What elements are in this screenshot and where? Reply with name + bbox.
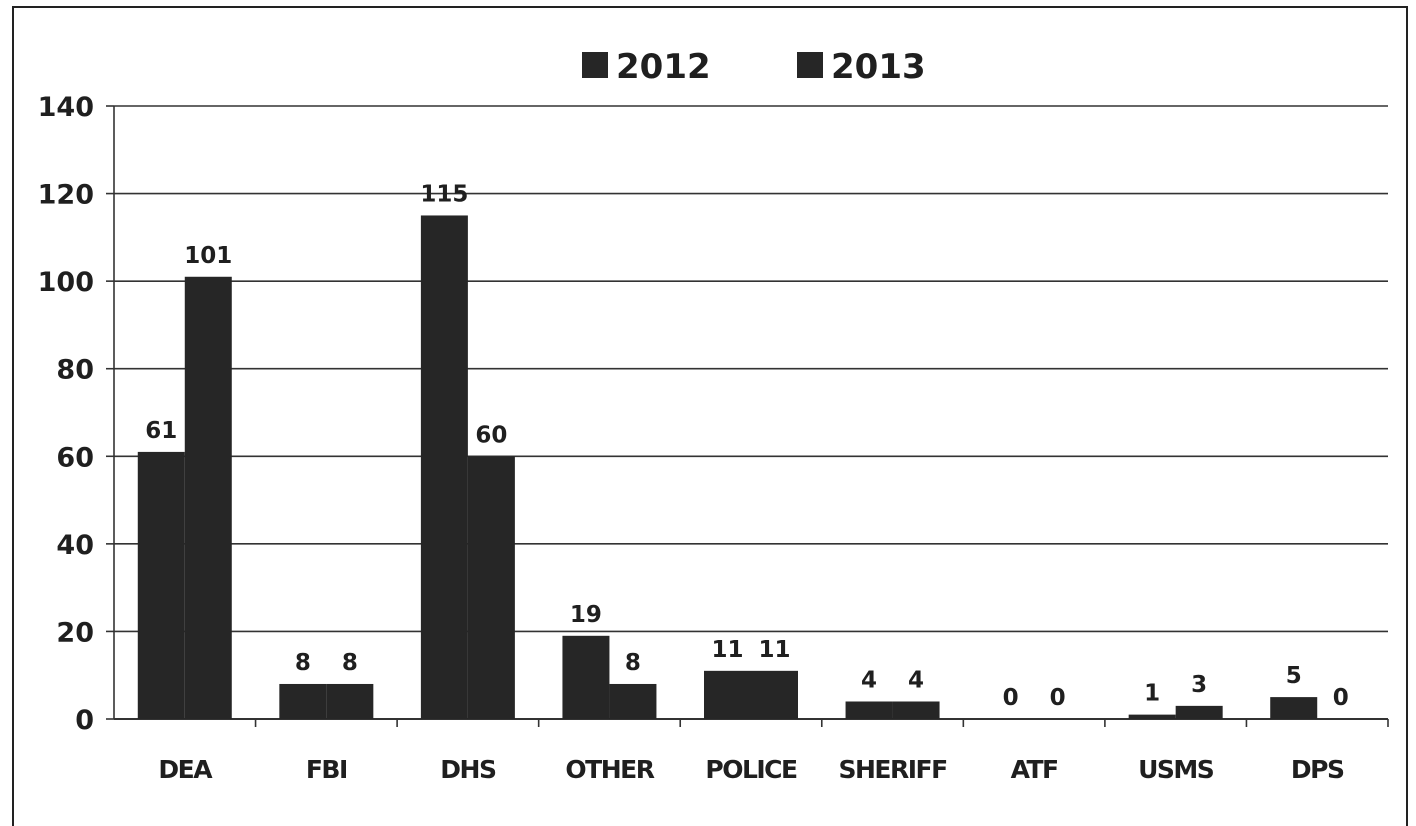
bar-police-2013 bbox=[751, 670, 798, 719]
category-label-dea: DEA bbox=[158, 755, 213, 784]
data-label-usms-2013: 3 bbox=[1191, 672, 1207, 698]
y-tick-label: 100 bbox=[38, 267, 94, 298]
y-tick-label: 0 bbox=[75, 705, 94, 736]
gridlines bbox=[106, 105, 1389, 727]
bar-other-2012 bbox=[562, 635, 610, 719]
y-tick-label: 80 bbox=[56, 355, 94, 386]
bar-sheriff-2012 bbox=[845, 701, 893, 719]
data-label-dps-2012: 5 bbox=[1286, 663, 1302, 689]
legend-label-2012: 2012 bbox=[616, 47, 711, 87]
legend: 2012 2013 bbox=[582, 47, 926, 87]
y-tick-label: 120 bbox=[38, 180, 94, 211]
data-labels: 61 101 8 8 115 60 19 8 11 11 4 4 0 0 1 3 5 0 bbox=[145, 181, 1348, 711]
data-label-other-2012: 19 bbox=[570, 602, 602, 628]
bar-dea-2012 bbox=[137, 451, 185, 719]
bar-police-2012 bbox=[704, 670, 751, 719]
category-label-other: OTHER bbox=[565, 755, 654, 784]
data-label-dea-2012: 61 bbox=[145, 418, 177, 444]
data-label-police-2012: 11 bbox=[711, 637, 743, 663]
data-label-dea-2013: 101 bbox=[184, 243, 232, 269]
data-label-sheriff-2012: 4 bbox=[861, 667, 877, 693]
bar-sheriff-2013 bbox=[892, 701, 940, 719]
bar-dea-2013 bbox=[184, 276, 232, 719]
category-label-fbi: FBI bbox=[306, 755, 347, 784]
data-label-fbi-2012: 8 bbox=[295, 650, 311, 676]
category-label-dps: DPS bbox=[1291, 755, 1344, 784]
data-label-other-2013: 8 bbox=[625, 650, 641, 676]
bar-usms-2012 bbox=[1128, 714, 1176, 719]
bar-fbi-2012 bbox=[279, 683, 327, 719]
data-label-atf-2013: 0 bbox=[1050, 685, 1066, 711]
bar-dhs-2012 bbox=[420, 215, 468, 719]
legend-swatch-2013 bbox=[797, 52, 823, 78]
y-axis-ticks: 0 20 40 60 80 100 120 140 bbox=[38, 92, 94, 736]
y-tick-label: 140 bbox=[38, 92, 94, 123]
bar-usms-2013 bbox=[1175, 705, 1223, 719]
category-label-sheriff: SHERIFF bbox=[838, 755, 946, 784]
bar-fbi-2013 bbox=[326, 683, 374, 719]
data-label-dps-2013: 0 bbox=[1333, 685, 1349, 711]
category-label-usms: USMS bbox=[1138, 755, 1214, 784]
bar-dhs-2013 bbox=[467, 456, 515, 719]
category-label-atf: ATF bbox=[1011, 755, 1058, 784]
data-label-fbi-2013: 8 bbox=[342, 650, 358, 676]
data-label-atf-2012: 0 bbox=[1003, 685, 1019, 711]
x-axis-categories: DEA FBI DHS OTHER POLICE SHERIFF ATF USMS DPS bbox=[158, 755, 1345, 784]
legend-swatch-2012 bbox=[582, 52, 608, 78]
data-label-usms-2012: 1 bbox=[1144, 681, 1160, 707]
data-label-sheriff-2013: 4 bbox=[908, 667, 924, 693]
bars bbox=[137, 215, 1318, 719]
category-label-police: POLICE bbox=[705, 755, 797, 784]
data-label-dhs-2013: 60 bbox=[475, 422, 507, 448]
y-tick-label: 40 bbox=[56, 530, 94, 561]
bar-other-2013 bbox=[609, 683, 657, 719]
data-label-dhs-2012: 115 bbox=[420, 181, 468, 207]
data-label-police-2013: 11 bbox=[758, 637, 790, 663]
legend-label-2013: 2013 bbox=[831, 47, 926, 87]
y-tick-label: 20 bbox=[56, 617, 94, 648]
category-label-dhs: DHS bbox=[440, 755, 496, 784]
y-tick-label: 60 bbox=[56, 442, 94, 473]
bar-dps-2012 bbox=[1270, 697, 1318, 719]
